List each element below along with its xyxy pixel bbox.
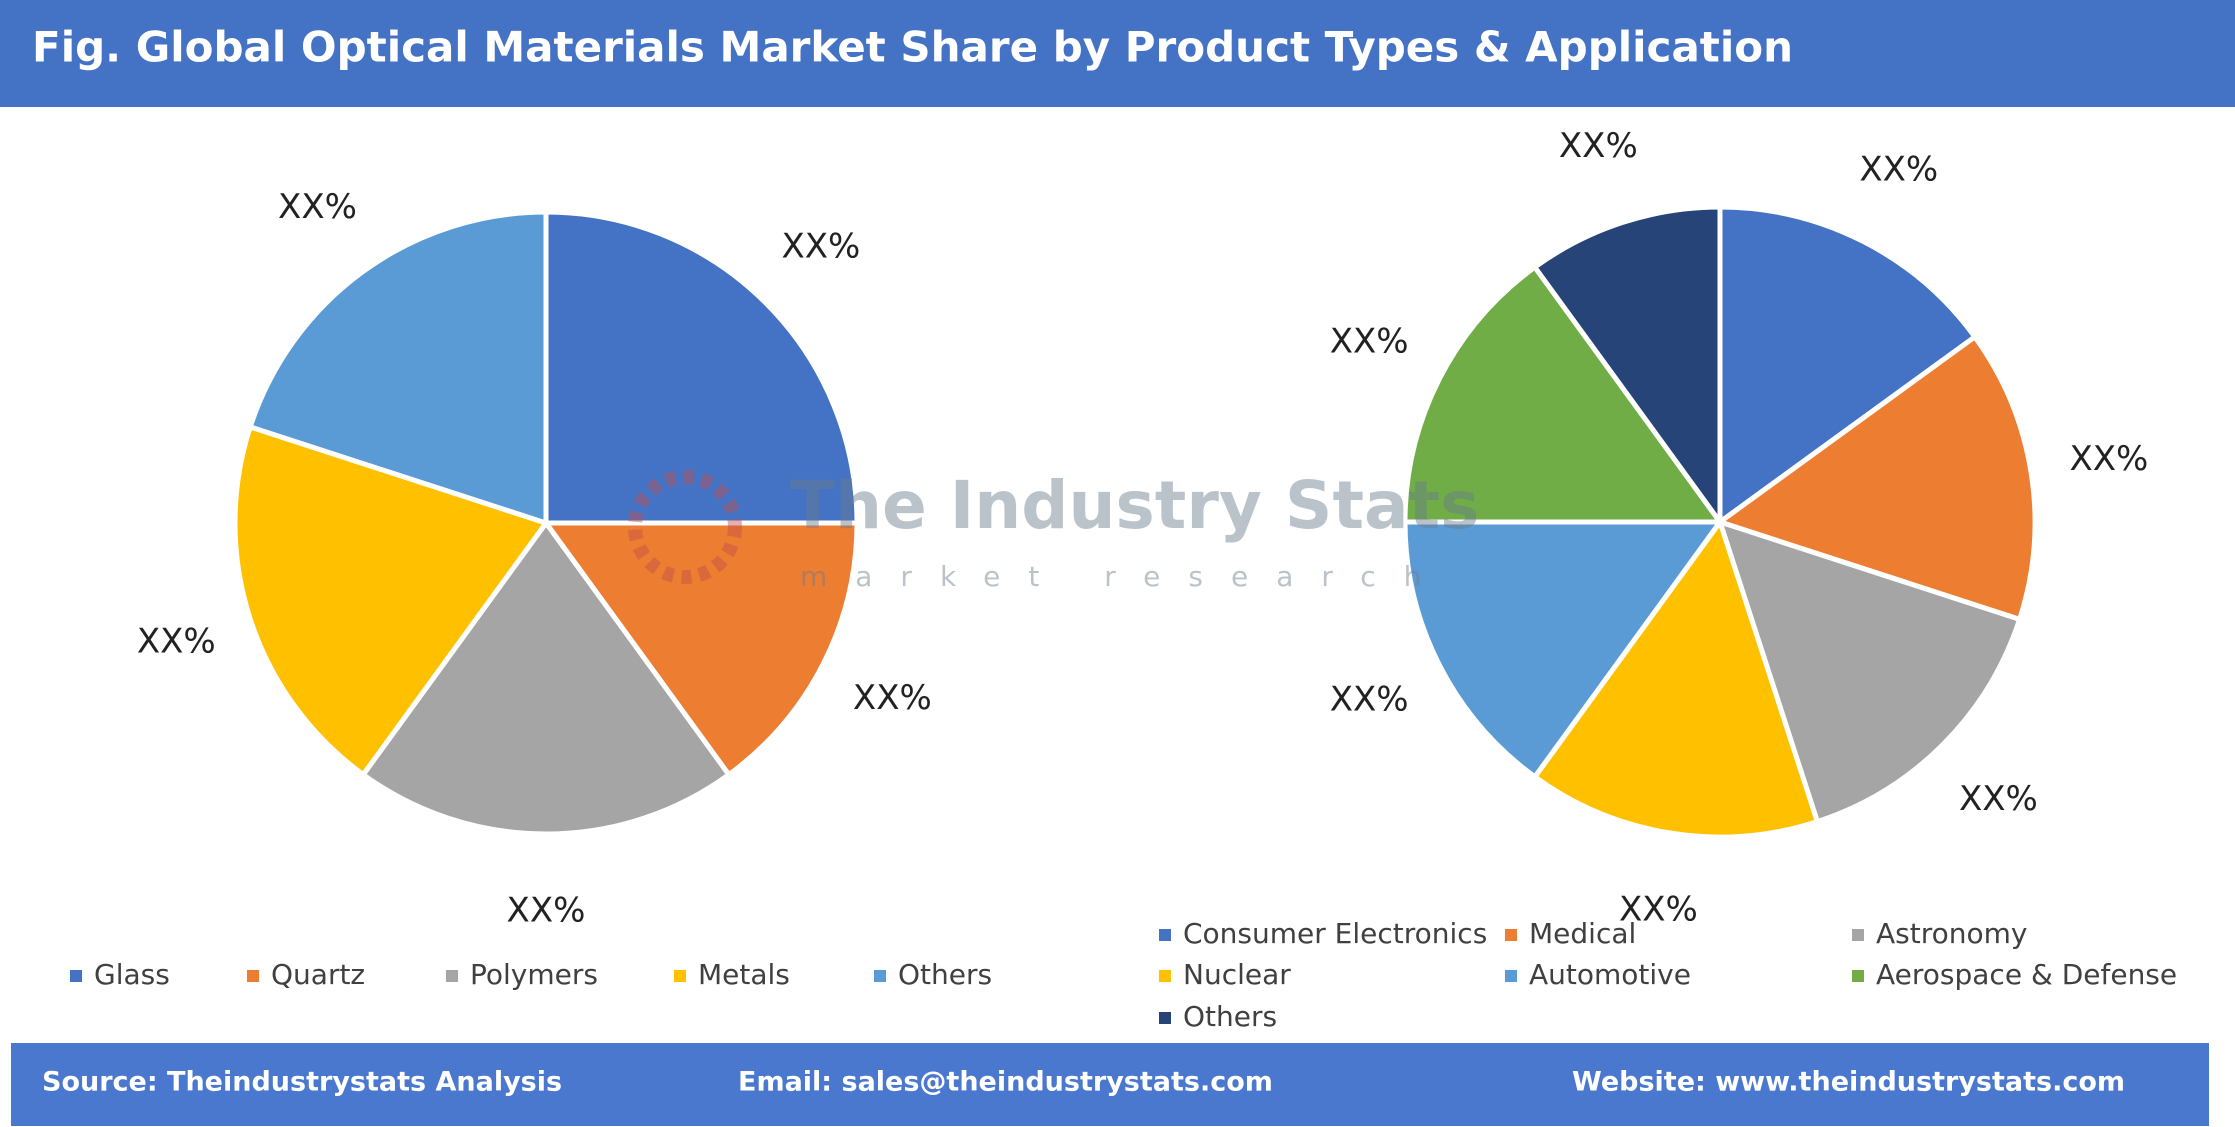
data-label: XX%	[507, 890, 586, 930]
footer-source: Source: Theindustrystats Analysis	[42, 1067, 562, 1098]
watermark-logo	[628, 470, 742, 584]
data-label: XX%	[1619, 889, 1698, 929]
legend-swatch	[674, 970, 686, 982]
watermark-name: The Industry Stats	[790, 467, 1479, 544]
legend-swatch	[1159, 970, 1171, 982]
legend-swatch	[1159, 929, 1171, 941]
footer-website: Website: www.theindustrystats.com	[1572, 1067, 2125, 1098]
charts: XX% Glass XX% Quartz XX% Polymers XX% Metals XX%…	[70, 126, 2177, 1033]
legend-swatch	[874, 970, 886, 982]
data-label: XX%	[278, 187, 357, 227]
pie-slice	[1402, 263, 1725, 525]
pie-slice	[1531, 516, 1821, 840]
legend-label: Others	[898, 958, 992, 991]
watermark-tagline: market research	[800, 560, 1449, 593]
pie-slice	[1531, 204, 1723, 530]
legend-label: Consumer Electronics	[1183, 917, 1487, 950]
legend-swatch	[1159, 1012, 1171, 1024]
header-bar	[0, 0, 2235, 107]
data-label: XX%	[137, 622, 216, 662]
data-label: XX%	[853, 678, 932, 718]
data-label: XX%	[1859, 150, 1938, 190]
pie-slice	[359, 518, 733, 837]
legend-label: Nuclear	[1183, 958, 1291, 991]
legend-swatch	[1852, 970, 1864, 982]
pie-slice	[247, 209, 549, 527]
pie-slice	[232, 423, 551, 779]
pie-slice	[543, 209, 860, 526]
legend-swatch	[1852, 929, 1864, 941]
data-label: XX%	[1559, 126, 1638, 166]
footer-bar	[11, 1043, 2209, 1126]
legend-swatch	[70, 970, 82, 982]
legend-label: Glass	[94, 958, 170, 991]
legend-label: Automotive	[1529, 958, 1691, 991]
data-label: XX%	[1959, 779, 2038, 819]
data-label: XX%	[1330, 679, 1409, 719]
pie-slice	[1402, 519, 1725, 781]
legend-swatch	[247, 970, 259, 982]
legend-label: Medical	[1529, 917, 1636, 950]
legend-swatch	[1505, 929, 1517, 941]
legend-label: Quartz	[271, 958, 365, 991]
legend-label: Astronomy	[1876, 917, 2027, 950]
legend-label: Aerospace & Defense	[1876, 958, 2177, 991]
pie-slice	[1717, 204, 1979, 527]
pie-slice	[541, 520, 860, 779]
legend-swatch	[1505, 970, 1517, 982]
data-label: XX%	[1330, 322, 1409, 362]
legend-label: Metals	[698, 958, 790, 991]
legend-label: Polymers	[470, 958, 598, 991]
watermark: The Industry Stats market research	[628, 467, 1479, 593]
pie-slice	[1714, 333, 2038, 623]
legend-swatch	[446, 970, 458, 982]
data-label: XX%	[781, 227, 860, 267]
data-label: XX%	[2069, 439, 2148, 479]
page-title: Fig. Global Optical Materials Market Sha…	[32, 23, 1793, 72]
legend-label: Others	[1183, 1000, 1277, 1033]
footer-email: Email: sales@theindustrystats.com	[738, 1067, 1273, 1098]
